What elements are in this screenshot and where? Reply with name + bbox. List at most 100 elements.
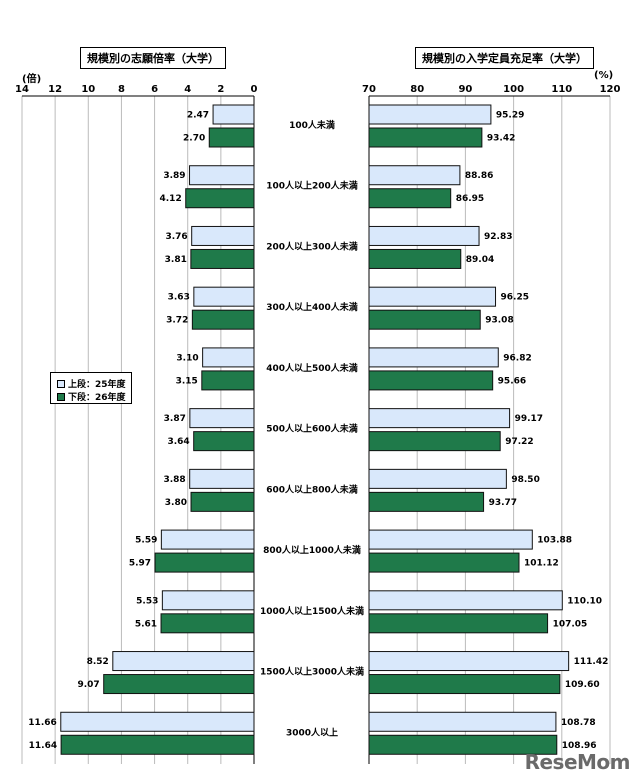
- right-bar-2013: [368, 529, 533, 550]
- left-data-label: 3.89: [163, 171, 185, 181]
- right-bar-2013: [368, 104, 492, 125]
- right-data-label: 93.08: [485, 316, 513, 326]
- right-tick-label: 80: [410, 84, 424, 95]
- left-bar-2014: [190, 491, 255, 512]
- left-data-label: 5.97: [129, 559, 151, 569]
- left-data-label: 5.59: [135, 536, 157, 546]
- right-data-label: 98.50: [511, 475, 539, 485]
- category-label: 600人以上800人未満: [266, 483, 358, 495]
- right-bar-2013: [368, 590, 563, 611]
- left-data-label: 3.81: [165, 255, 187, 265]
- left-tick-label: 6: [151, 84, 158, 95]
- left-data-label: 3.63: [168, 293, 190, 303]
- category-label: 1000人以上1500人未満: [260, 605, 364, 617]
- right-data-label: 97.22: [505, 437, 533, 447]
- right-bar-2014: [368, 491, 485, 512]
- right-bar-2013: [368, 347, 499, 368]
- left-bar-2013: [112, 651, 255, 672]
- left-unit-label: (倍): [22, 74, 42, 85]
- right-data-label: 89.04: [466, 255, 494, 265]
- right-data-label: 111.42: [574, 657, 609, 667]
- right-bar-2014: [368, 613, 549, 634]
- left-data-label: 11.64: [29, 741, 57, 751]
- left-bar-2013: [189, 408, 255, 429]
- category-label: 800人以上1000人未満: [263, 544, 361, 556]
- right-bar-2014: [368, 188, 452, 209]
- right-data-label: 88.86: [465, 171, 493, 181]
- left-bar-2013: [161, 590, 255, 611]
- right-bar-2013: [368, 286, 497, 307]
- right-bar-2014: [368, 248, 462, 269]
- right-bar-2014: [368, 552, 520, 573]
- right-data-label: 101.12: [524, 559, 559, 569]
- left-tick-label: 10: [81, 84, 95, 95]
- right-bar-2014: [368, 431, 501, 452]
- legend-item-2014: 下段：26年度: [57, 390, 126, 403]
- right-bar-2013: [368, 165, 461, 186]
- legend-item-2013: 上段：25年度: [57, 377, 126, 390]
- right-data-label: 93.42: [487, 134, 515, 144]
- right-chart-title: 規模別の入学定員充足率（大学）: [415, 47, 594, 69]
- category-label: 1500人以上3000人未満: [260, 666, 364, 678]
- left-data-label: 3.10: [176, 353, 198, 363]
- left-data-label: 3.88: [163, 475, 185, 485]
- right-bar-2013: [368, 225, 480, 246]
- right-data-label: 92.83: [484, 232, 512, 242]
- left-tick-label: 8: [118, 84, 125, 95]
- right-bar-2013: [368, 468, 507, 489]
- right-data-label: 107.05: [553, 619, 588, 629]
- left-data-label: 4.12: [160, 194, 182, 204]
- right-bar-2013: [368, 651, 570, 672]
- left-bar-2014: [193, 431, 255, 452]
- left-tick-label: 2: [217, 84, 224, 95]
- right-bar-2014: [368, 674, 561, 695]
- left-data-label: 3.87: [164, 414, 186, 424]
- category-label: 300人以上400人未満: [266, 301, 358, 313]
- right-data-label: 99.17: [515, 414, 543, 424]
- right-tick-label: 100: [503, 84, 524, 95]
- right-bar-2013: [368, 408, 511, 429]
- left-tick-label: 12: [48, 84, 62, 95]
- right-data-label: 96.25: [501, 293, 529, 303]
- left-data-label: 2.70: [183, 134, 205, 144]
- right-bar-2014: [368, 309, 481, 330]
- left-bar-2014: [191, 309, 255, 330]
- right-data-label: 109.60: [565, 680, 600, 690]
- left-bar-2014: [208, 127, 255, 148]
- right-data-label: 96.82: [503, 353, 531, 363]
- left-bar-2013: [189, 165, 255, 186]
- right-bar-2013: [368, 711, 557, 732]
- left-tick-label: 4: [184, 84, 191, 95]
- left-bar-2014: [103, 674, 255, 695]
- left-bar-2014: [190, 248, 255, 269]
- left-bar-2013: [189, 468, 255, 489]
- category-label: 100人未満: [289, 119, 335, 131]
- left-data-label: 2.47: [187, 111, 209, 121]
- legend-label-2014: 下段：26年度: [68, 393, 126, 403]
- right-tick-label: 70: [362, 84, 376, 95]
- left-data-label: 8.52: [87, 657, 109, 667]
- left-data-label: 3.76: [165, 232, 187, 242]
- right-tick-label: 120: [600, 84, 621, 95]
- right-tick-label: 90: [458, 84, 472, 95]
- category-label: 100人以上200人未満: [266, 180, 358, 192]
- right-data-label: 103.88: [537, 536, 572, 546]
- left-bar-2013: [202, 347, 255, 368]
- right-bar-2014: [368, 370, 494, 391]
- legend-swatch-dark: [57, 392, 65, 401]
- left-data-label: 5.53: [136, 596, 158, 606]
- right-bar-2014: [368, 734, 558, 755]
- category-label: 200人以上300人未満: [266, 240, 358, 252]
- legend: 上段：25年度 下段：26年度: [50, 372, 132, 404]
- left-bar-2014: [160, 613, 255, 634]
- right-data-label: 95.29: [496, 111, 524, 121]
- right-data-label: 95.66: [498, 376, 526, 386]
- right-data-label: 93.77: [489, 498, 517, 508]
- category-label: 400人以上500人未満: [266, 362, 358, 374]
- left-bar-2013: [160, 529, 255, 550]
- left-data-label: 3.72: [166, 316, 188, 326]
- left-bar-2013: [60, 711, 255, 732]
- right-data-label: 86.95: [456, 194, 484, 204]
- left-bar-2014: [154, 552, 255, 573]
